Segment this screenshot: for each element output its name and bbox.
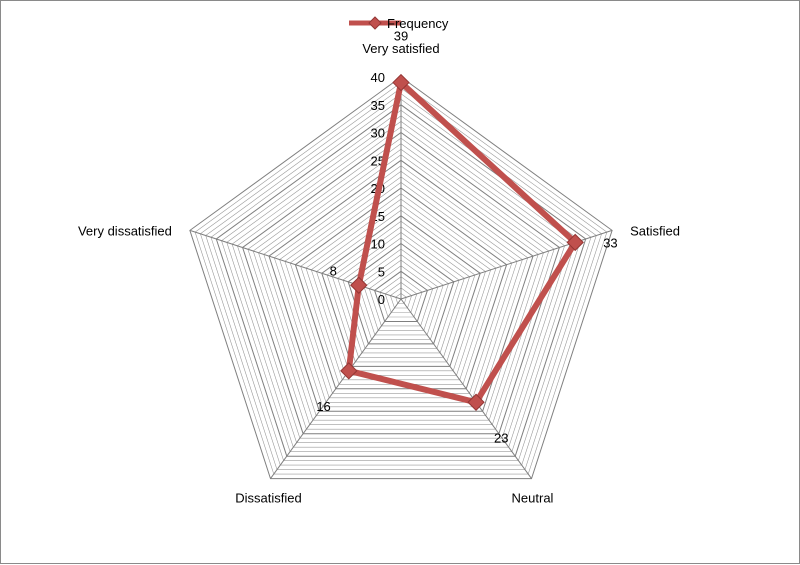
category-label-very-dissatisfied: Very dissatisfied (78, 223, 172, 238)
grid-ring (342, 237, 460, 349)
data-label: 33 (603, 235, 617, 250)
grid-ring (247, 137, 555, 430)
data-label: 8 (330, 263, 337, 278)
data-label: 23 (494, 430, 508, 445)
legend-diamond-marker (368, 16, 382, 30)
grid-ring (358, 254, 444, 336)
grid-ring (332, 226, 470, 358)
grid-ring (395, 293, 407, 304)
grid-ring (273, 165, 529, 408)
axis-spoke (189, 229, 402, 300)
data-point-marker (566, 233, 584, 252)
data-labels: 39 33 23 16 8 (316, 29, 617, 446)
grid-ring (347, 242, 455, 345)
grid-ring (279, 170, 523, 403)
legend-entry-frequency: Frequency (387, 16, 449, 31)
category-label-very-satisfied: Very satisfied (362, 41, 439, 56)
axis-spoke (400, 298, 532, 479)
grid-ring (294, 187, 508, 390)
data-label: 39 (394, 29, 408, 44)
grid-ring (268, 159, 534, 412)
grid-ring (226, 115, 576, 448)
grid-ring (242, 131, 560, 435)
grid-ring (305, 198, 497, 381)
radial-tick-label: 35 (371, 98, 385, 113)
grid-ring (215, 104, 587, 457)
grid-ring (374, 270, 428, 322)
grid-ring (284, 176, 518, 399)
radial-tick-label: 5 (378, 264, 385, 279)
category-label-neutral: Neutral (512, 491, 554, 506)
grid-ring (231, 121, 571, 444)
grid-ring (258, 148, 544, 421)
grid-ring (189, 76, 613, 480)
axis-spoke (270, 298, 402, 479)
category-label-satisfied: Satisfied (630, 223, 680, 238)
data-label: 16 (316, 399, 330, 414)
grid-ring (326, 220, 476, 363)
grid-ring (321, 215, 481, 367)
grid-ring (200, 87, 602, 470)
grid-ring (337, 232, 465, 354)
grid-layer (189, 76, 613, 480)
data-point-marker (340, 362, 358, 380)
category-labels: Very satisfied Satisfied Neutral Dissati… (78, 41, 680, 506)
data-point-marker (392, 73, 410, 92)
data-point-marker (350, 276, 368, 294)
data-point-marker (467, 393, 485, 411)
grid-ring (316, 209, 486, 372)
grid-ring (210, 98, 592, 461)
series-line (345, 79, 579, 406)
grid-ring (390, 287, 412, 309)
grid-ring (384, 282, 418, 313)
category-label-dissatisfied: Dissatisfied (235, 491, 301, 506)
legend: Frequency (349, 16, 449, 31)
grid-ring (379, 276, 423, 318)
radial-tick-label: 0 (378, 292, 385, 307)
series-frequency (345, 79, 579, 406)
series-markers (340, 73, 584, 411)
radial-tick-label: 10 (371, 237, 385, 252)
grid-ring (363, 259, 439, 331)
grid-ring (289, 182, 513, 394)
radial-tick-label: 40 (371, 70, 385, 85)
grid-ring (194, 82, 608, 475)
grid-ring (368, 265, 434, 327)
grid-ring (205, 93, 597, 466)
grid-ring (252, 143, 550, 426)
grid-ring (263, 154, 539, 417)
grid-ring (237, 126, 565, 439)
radial-tick-label: 30 (371, 126, 385, 141)
grid-ring (310, 204, 492, 376)
